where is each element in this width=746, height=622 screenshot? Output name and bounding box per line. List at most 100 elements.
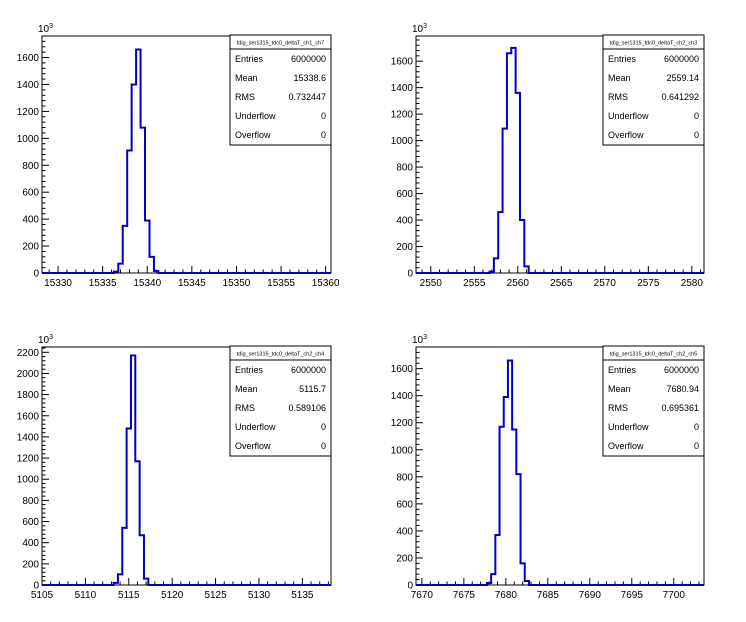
histogram-pad-3: 5105 5110 5115 5120 5125 5130 5135 0 200 400 600 80… (17, 334, 332, 601)
stats-label: Entries (608, 54, 637, 64)
y-tick-label: 200 (22, 242, 39, 253)
x-tick-label: 15345 (178, 278, 206, 289)
stats-value: 0.732447 (288, 92, 326, 102)
x-tick-label: 7670 (411, 590, 434, 601)
histogram-pad-1: 15330 15335 15340 15345 15350 15355 15360 0 200 4… (17, 23, 340, 289)
x-tick-label: 7680 (495, 590, 518, 601)
stats-box-frame (602, 34, 705, 146)
stats-label: Entries (608, 365, 637, 375)
stats-value: 0 (694, 111, 699, 121)
histogram-pad-4: 7670 7675 7680 7685 7690 7695 7700 0 200 400 600 80… (391, 334, 705, 601)
stats-value: 5115.7 (299, 384, 326, 394)
x-tick-label: 5120 (161, 590, 184, 601)
histogram-line (42, 48, 331, 274)
y-tick-label: 600 (396, 189, 413, 200)
y-tick-label: 1800 (17, 390, 40, 401)
x-tick-label: 7675 (453, 590, 476, 601)
stats-label: Entries (235, 54, 264, 64)
x-tick-label: 2575 (637, 278, 660, 289)
y-tick-label: 0 (33, 269, 39, 280)
y-tick-label: 2200 (17, 348, 40, 359)
histogram-line (416, 359, 704, 586)
x-tick-label: 5130 (248, 590, 271, 601)
y-tick-label: 600 (22, 188, 39, 199)
y-tick-label: 600 (396, 499, 413, 510)
x-tick-label: 5135 (291, 590, 314, 601)
y-tick-label: 800 (396, 472, 413, 483)
y-tick-label: 200 (22, 559, 39, 570)
stats-value: 2559.14 (666, 73, 699, 83)
stats-label: Overflow (608, 441, 644, 451)
x-tick-label: 2565 (550, 278, 573, 289)
x-tick-label: 15330 (44, 278, 72, 289)
y-tick-label: 0 (407, 581, 413, 592)
x-tick-label: 15335 (89, 278, 117, 289)
x-tick-label: 2550 (420, 278, 443, 289)
stats-value: 6000000 (291, 365, 326, 375)
stats-box: tdig_ser1315_tdc0_deltaT_ch1_ch7 Entries 6… (229, 34, 332, 146)
stats-label: RMS (608, 403, 628, 413)
y-tick-label: 800 (22, 161, 39, 172)
stats-box: tdig_ser1315_tdc0_deltaT_ch2_ch4 Entries 6… (229, 345, 332, 457)
histogram-name: tdig_ser1315_tdc0_deltaT_ch2_ch3 (610, 41, 697, 47)
stats-label: RMS (235, 403, 255, 413)
stats-label: Mean (235, 73, 258, 83)
stats-value: 7680.94 (666, 384, 699, 394)
stats-value: 0 (321, 130, 326, 140)
y-tick-label: 0 (407, 269, 413, 280)
y-tick-label: 600 (22, 517, 39, 528)
x-tick-label: 15360 (312, 278, 340, 289)
stats-label: Underflow (608, 422, 649, 432)
y-tick-label: 800 (396, 163, 413, 174)
histogram-line (42, 354, 331, 586)
y-tick-label: 200 (396, 553, 413, 564)
y-tick-label: 1200 (391, 110, 414, 121)
stats-value: 6000000 (664, 54, 699, 64)
stats-value: 6000000 (664, 365, 699, 375)
stats-label: RMS (235, 92, 255, 102)
x-tick-label: 2580 (681, 278, 704, 289)
y-tick-label: 800 (22, 496, 39, 507)
x-tick-label: 7685 (537, 590, 560, 601)
stats-box-frame (602, 345, 705, 457)
stats-value: 0 (321, 422, 326, 432)
stats-value: 0 (321, 111, 326, 121)
y-tick-label: 1000 (391, 445, 414, 456)
stats-label: RMS (608, 92, 628, 102)
stats-value: 0 (694, 441, 699, 451)
y-tick-label: 1400 (17, 432, 40, 443)
x-tick-label: 2555 (463, 278, 486, 289)
x-tick-label: 5115 (118, 590, 140, 601)
y-tick-label: 1400 (391, 83, 414, 94)
stats-value: 6000000 (291, 54, 326, 64)
x-tick-label: 2560 (507, 278, 530, 289)
y-exponent-label: 103 (38, 334, 53, 346)
y-tick-label: 1200 (17, 107, 40, 118)
x-tick-label: 2570 (594, 278, 617, 289)
stats-label: Mean (235, 384, 258, 394)
x-tick-label: 5105 (31, 590, 54, 601)
x-tick-label: 5125 (204, 590, 227, 601)
stats-label: Overflow (608, 130, 644, 140)
stats-value: 0 (694, 422, 699, 432)
histogram-name: tdig_ser1315_tdc0_deltaT_ch1_ch7 (237, 41, 324, 47)
y-tick-label: 400 (396, 526, 413, 537)
x-tick-label: 15340 (133, 278, 161, 289)
stats-label: Overflow (235, 441, 271, 451)
stats-box-frame (229, 345, 332, 457)
x-tick-label: 5110 (75, 590, 97, 601)
y-tick-label: 400 (396, 216, 413, 227)
stats-value: 0 (694, 130, 699, 140)
y-tick-label: 1400 (391, 391, 414, 402)
stats-value: 0.695361 (661, 403, 699, 413)
stats-label: Entries (235, 365, 264, 375)
y-tick-label: 0 (33, 581, 39, 592)
x-tick-label: 15350 (223, 278, 251, 289)
y-tick-label: 200 (396, 242, 413, 253)
stats-value: 15338.6 (293, 73, 326, 83)
y-tick-label: 1600 (391, 57, 414, 68)
y-tick-label: 2000 (17, 369, 40, 380)
stats-box: tdig_ser1315_tdc0_deltaT_ch2_ch5 Entries 6… (602, 345, 705, 457)
x-tick-label: 7690 (579, 590, 602, 601)
